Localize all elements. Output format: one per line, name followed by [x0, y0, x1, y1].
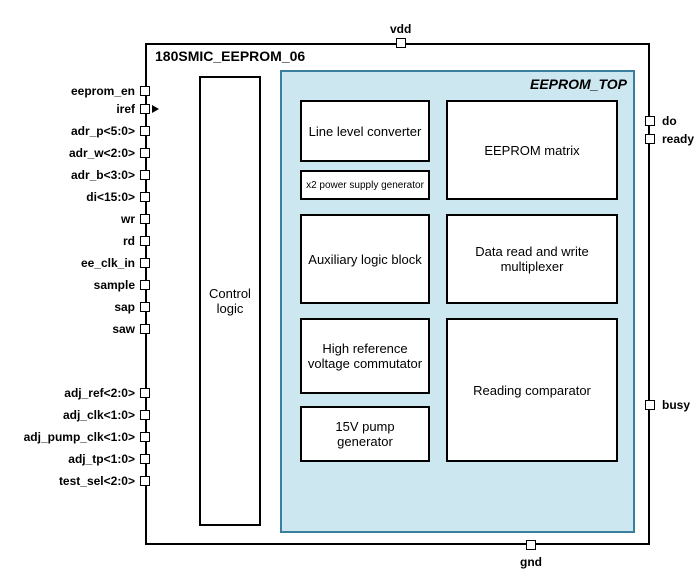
- block-reading-comparator: Reading comparator: [446, 318, 618, 462]
- pin-box-adj-tp: [140, 454, 150, 464]
- pin-label-adj-ref: adj_ref<2:0>: [64, 386, 135, 400]
- pin-box-do: [645, 116, 655, 126]
- pin-label-adj-pump-clk: adj_pump_clk<1:0>: [24, 430, 135, 444]
- block-label: Control logic: [205, 286, 255, 316]
- pin-label-saw: saw: [112, 322, 135, 336]
- pin-label-gnd: gnd: [520, 555, 542, 569]
- pin-box-adr-w: [140, 148, 150, 158]
- pin-box-wr: [140, 214, 150, 224]
- block-15v-pump: 15V pump generator: [300, 406, 430, 462]
- pin-box-adj-pump-clk: [140, 432, 150, 442]
- pin-box-rd: [140, 236, 150, 246]
- block-label: EEPROM matrix: [484, 143, 579, 158]
- pin-label-iref: iref: [116, 102, 135, 116]
- pin-box-adj-ref: [140, 388, 150, 398]
- pin-box-ready: [645, 134, 655, 144]
- pin-box-busy: [645, 400, 655, 410]
- pin-box-test-sel: [140, 476, 150, 486]
- pin-label-adr-b: adr_b<3:0>: [71, 168, 135, 182]
- block-label: x2 power supply generator: [306, 180, 424, 191]
- block-auxiliary-logic: Auxiliary logic block: [300, 214, 430, 304]
- pin-box-eeprom-en: [140, 86, 150, 96]
- block-label: Reading comparator: [473, 383, 591, 398]
- pin-label-ready: ready: [662, 132, 694, 146]
- eeprom-top-title: EEPROM_TOP: [515, 76, 627, 92]
- pin-label-test-sel: test_sel<2:0>: [59, 474, 135, 488]
- block-high-reference-voltage: High reference voltage commutator: [300, 318, 430, 394]
- pin-box-adr-p: [140, 126, 150, 136]
- pin-label-busy: busy: [662, 398, 690, 412]
- block-line-level-converter: Line level converter: [300, 100, 430, 162]
- pin-box-sap: [140, 302, 150, 312]
- block-label: High reference voltage commutator: [306, 341, 424, 371]
- pin-box-sample: [140, 280, 150, 290]
- pin-label-do: do: [662, 114, 677, 128]
- pin-box-di: [140, 192, 150, 202]
- arrow-iref: [152, 105, 159, 113]
- pin-label-adr-p: adr_p<5:0>: [71, 124, 135, 138]
- pin-label-vdd: vdd: [390, 22, 411, 36]
- block-rw-multiplexer: Data read and write multiplexer: [446, 214, 618, 304]
- block-label: Line level converter: [309, 124, 422, 139]
- pin-box-adj-clk: [140, 410, 150, 420]
- pin-box-vdd: [396, 38, 406, 48]
- block-label: 15V pump generator: [306, 419, 424, 449]
- block-x2-power-supply: x2 power supply generator: [300, 170, 430, 200]
- pin-label-eeprom-en: eeprom_en: [71, 84, 135, 98]
- pin-label-wr: wr: [121, 212, 135, 226]
- pin-label-adj-tp: adj_tp<1:0>: [68, 452, 135, 466]
- pin-label-adr-w: adr_w<2:0>: [69, 146, 135, 160]
- block-label: Data read and write multiplexer: [452, 244, 612, 274]
- pin-label-rd: rd: [123, 234, 135, 248]
- block-label: Auxiliary logic block: [308, 252, 421, 267]
- block-eeprom-matrix: EEPROM matrix: [446, 100, 618, 200]
- module-title: 180SMIC_EEPROM_06: [155, 48, 305, 64]
- block-control-logic: Control logic: [199, 76, 261, 526]
- pin-box-saw: [140, 324, 150, 334]
- pin-label-ee-clk-in: ee_clk_in: [81, 256, 135, 270]
- diagram-canvas: 180SMIC_EEPROM_06 EEPROM_TOP vdd gnd do …: [0, 0, 700, 578]
- pin-label-di: di<15:0>: [86, 190, 135, 204]
- pin-box-adr-b: [140, 170, 150, 180]
- pin-box-iref: [140, 104, 150, 114]
- pin-label-sample: sample: [94, 278, 135, 292]
- pin-label-adj-clk: adj_clk<1:0>: [63, 408, 135, 422]
- pin-box-ee-clk-in: [140, 258, 150, 268]
- pin-label-sap: sap: [114, 300, 135, 314]
- pin-box-gnd: [526, 540, 536, 550]
